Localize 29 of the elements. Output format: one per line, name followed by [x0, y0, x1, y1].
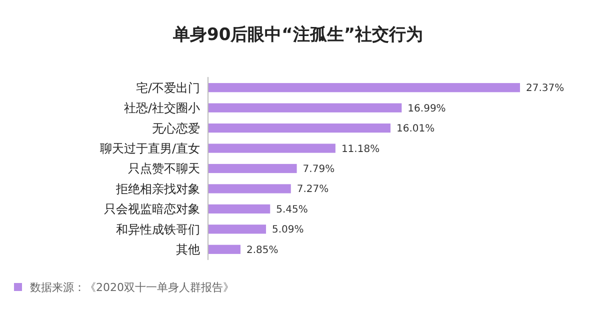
bar: [208, 124, 391, 133]
bar: [208, 103, 402, 112]
y-tick-label: 拒绝相亲找对象: [115, 182, 200, 196]
data-label: 16.99%: [408, 103, 446, 114]
source-note: 数据来源：《2020双十一单身人群报告》: [30, 281, 234, 294]
y-tick-label: 和异性成铁哥们: [116, 222, 200, 236]
bar: [208, 83, 520, 92]
data-label: 2.85%: [246, 244, 278, 256]
data-label: 5.45%: [276, 204, 308, 216]
y-tick-label: 只会视监暗恋对象: [104, 202, 200, 216]
bar: [208, 204, 270, 214]
data-label: 16.01%: [396, 124, 435, 135]
bar: [208, 164, 297, 174]
bar: [208, 184, 291, 194]
y-tick-label: 无心恋爱: [152, 121, 200, 136]
data-label: 5.09%: [272, 224, 304, 236]
y-tick-label: 社恐/社交圈小: [124, 101, 200, 116]
y-tick-label: 宅/不爱出门: [136, 80, 200, 95]
bar: [208, 224, 266, 234]
bar: [208, 144, 336, 153]
chart-title: 单身90后眼中“注孤生”社交行为: [172, 25, 424, 45]
y-tick-label: 聊天过于直男/直女: [100, 141, 200, 156]
bar: [208, 244, 240, 254]
data-label: 27.37%: [526, 83, 564, 94]
y-tick-label: 只点赞不聊天: [128, 162, 200, 176]
y-tick-label: 其他: [176, 242, 200, 257]
data-label: 7.79%: [302, 164, 335, 175]
data-label: 11.18%: [341, 144, 380, 155]
data-label: 7.27%: [296, 184, 329, 196]
